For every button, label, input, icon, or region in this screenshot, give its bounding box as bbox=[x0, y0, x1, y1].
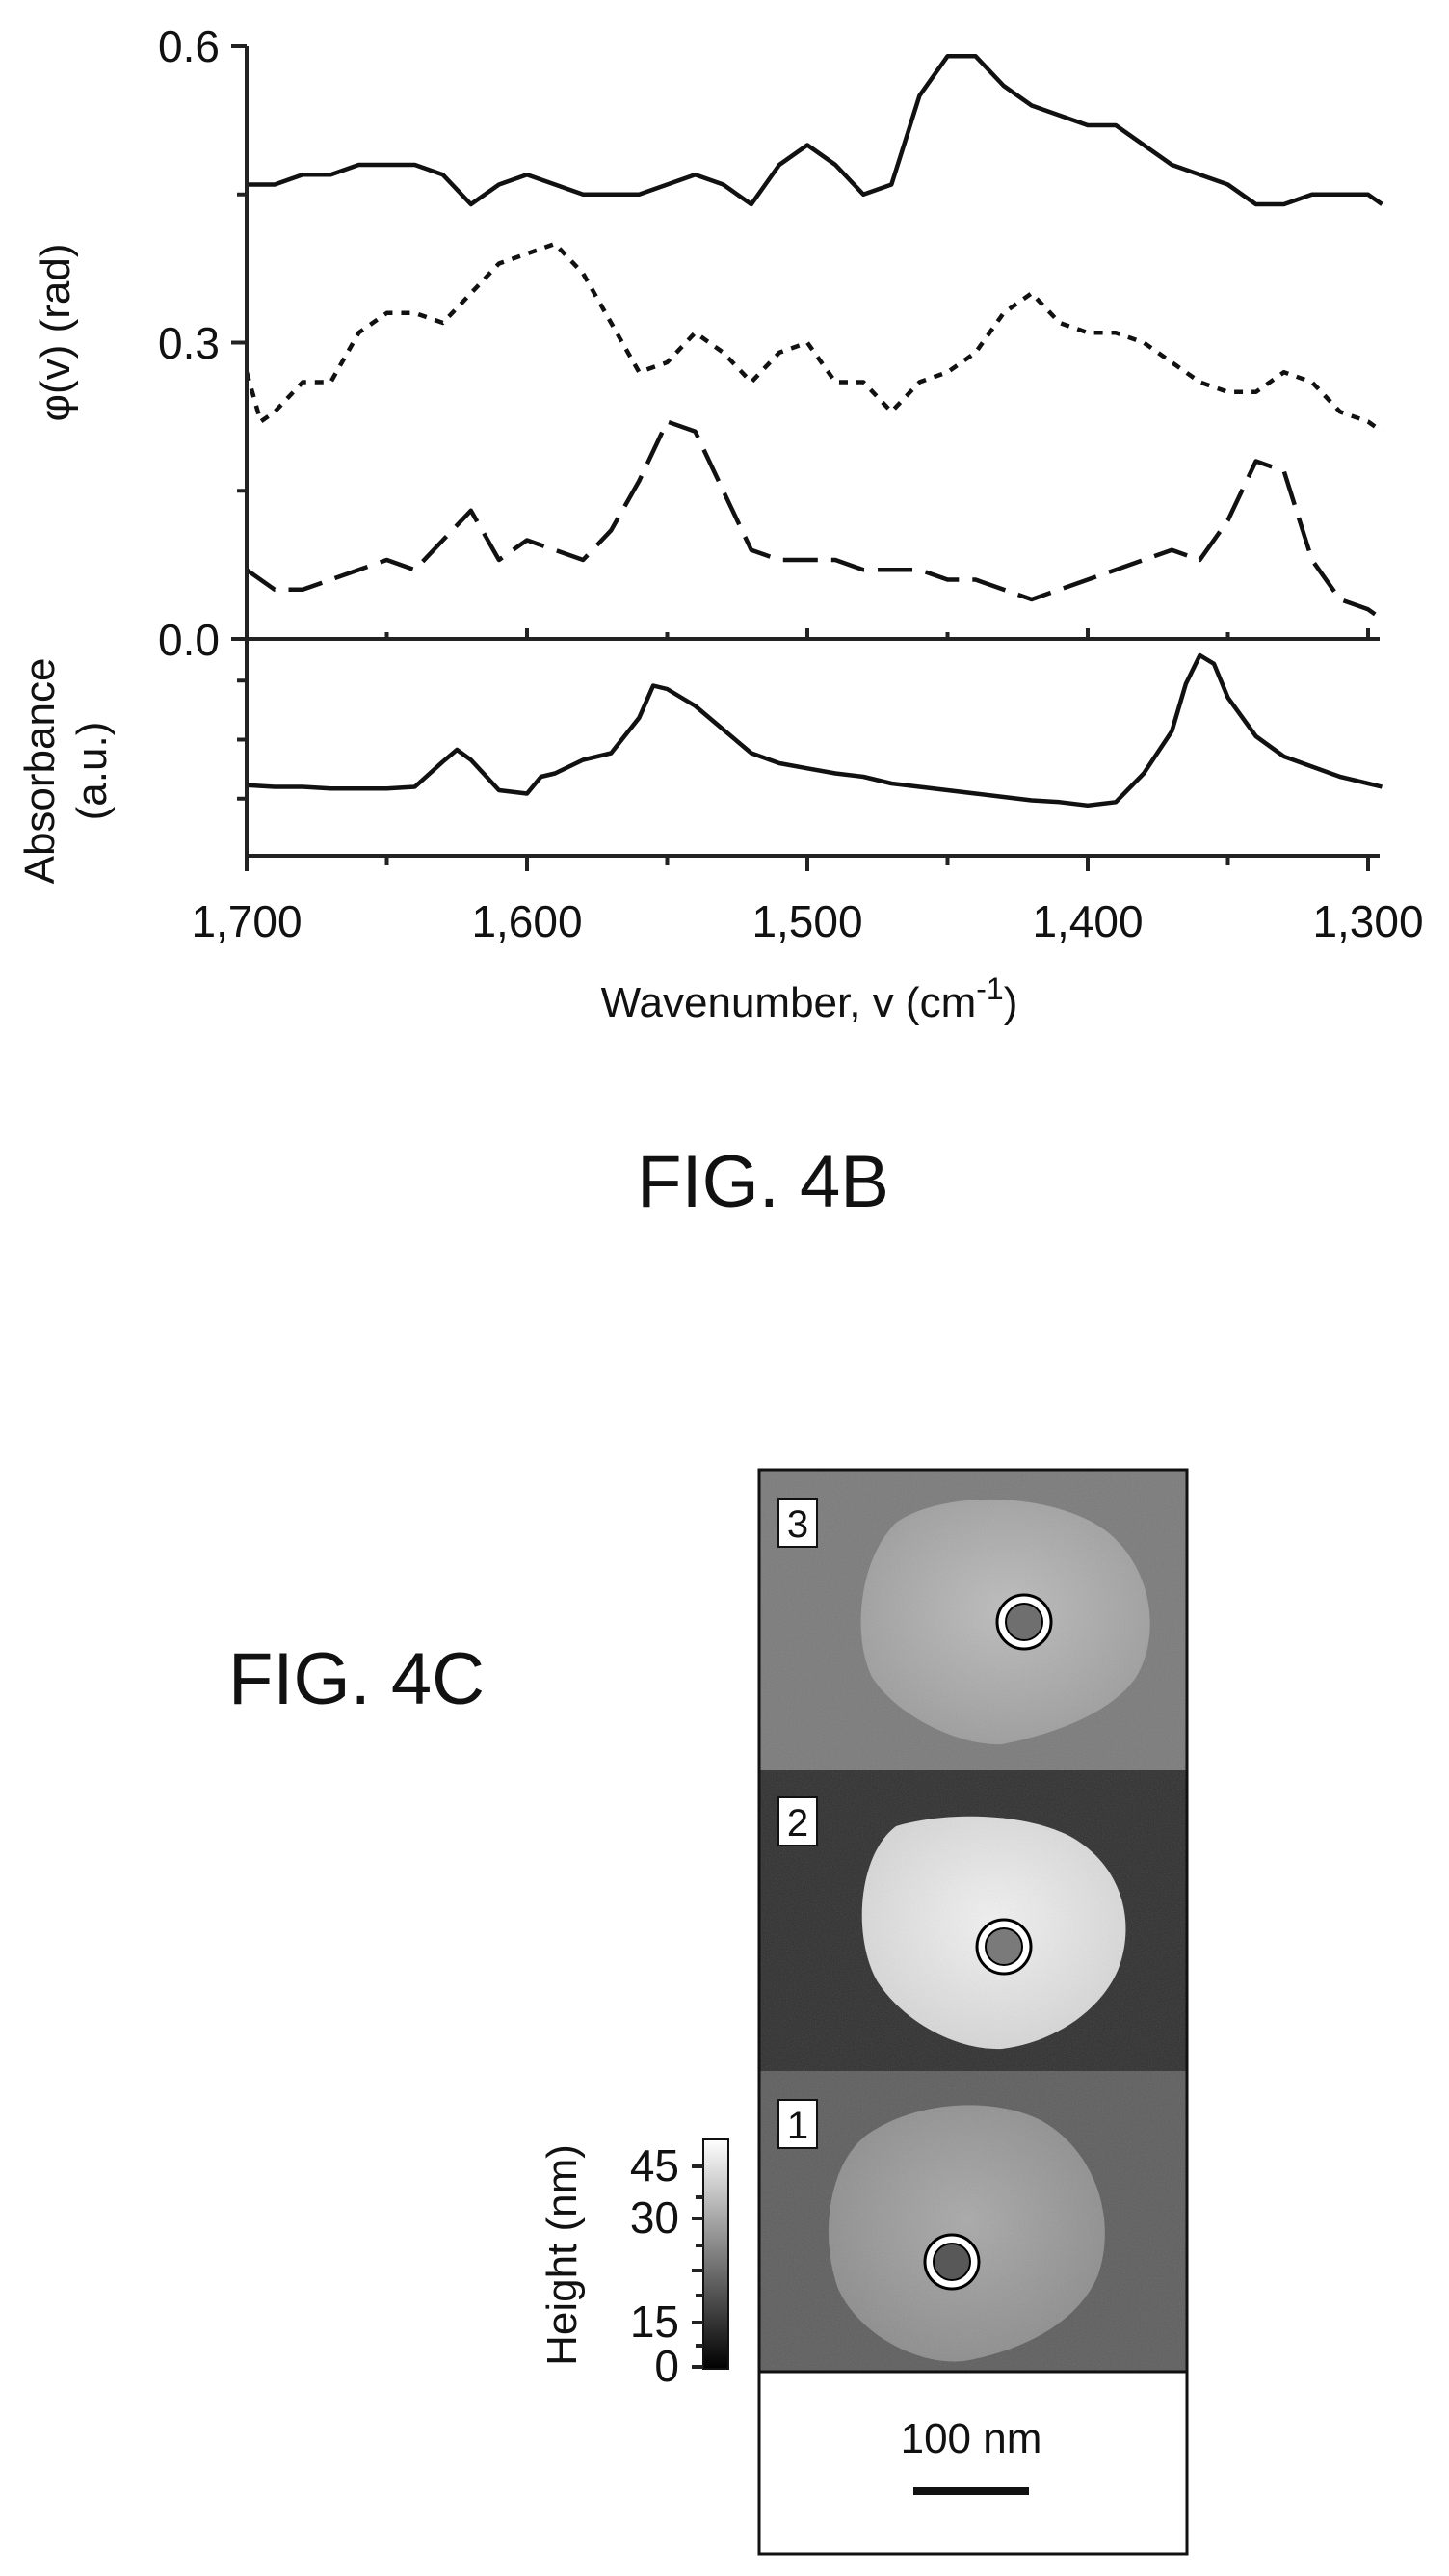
scalebar-label: 100 nm bbox=[901, 2415, 1042, 2462]
phase-series-dotted-line bbox=[244, 241, 1383, 434]
ytick-label-0-6: 0.6 bbox=[158, 21, 220, 71]
panel-label-3: 3 bbox=[787, 1503, 808, 1546]
y-axis-title-phase: φ(v) (rad) bbox=[32, 244, 79, 422]
x-axis-title-main: Wavenumber, v (cm bbox=[601, 979, 977, 1026]
panel-label-box-2 bbox=[777, 1796, 818, 1846]
y-axis-title-absorbance-line1: Absorbance bbox=[16, 658, 64, 885]
phase-spectra-plot bbox=[244, 54, 1383, 622]
colorbar-tick-0: 0 bbox=[654, 2341, 679, 2391]
x-axis-title-superscript: -1 bbox=[976, 971, 1003, 1006]
panel-label-box-1 bbox=[777, 2099, 818, 2149]
x-axis-title: Wavenumber, v (cm-1) bbox=[601, 971, 1018, 1026]
x-axis-title-close: ) bbox=[1004, 979, 1018, 1026]
absorbance-series-solid-line bbox=[246, 652, 1383, 809]
scalebar-panel: 100 nm bbox=[757, 1468, 1189, 2556]
panel-label-box-3 bbox=[777, 1498, 818, 1548]
y-axis-title-absorbance-line2: (a.u.) bbox=[68, 722, 116, 821]
afm-image-panel-2: 2 bbox=[759, 1770, 1187, 2071]
height-colorbar: 45 30 15 0 Height (nm) bbox=[539, 2138, 729, 2391]
colorbar-tick-45: 45 bbox=[630, 2140, 679, 2191]
ytick-label-0-3: 0.3 bbox=[158, 318, 220, 368]
xtick-label-1700: 1,700 bbox=[191, 896, 302, 946]
figure-caption-4c: FIG. 4C bbox=[228, 1638, 485, 1720]
panel-label-1: 1 bbox=[787, 2105, 808, 2147]
panel-label-2: 2 bbox=[787, 1802, 808, 1845]
xtick-label-1400: 1,400 bbox=[1032, 896, 1143, 946]
afm-image-panel-3: 3 bbox=[759, 1470, 1187, 1770]
phase-series-solid-line bbox=[247, 54, 1383, 207]
colorbar-title: Height (nm) bbox=[539, 2144, 586, 2366]
afm-image-panel-1: 1 bbox=[759, 2071, 1187, 2372]
absorbance-plot bbox=[246, 652, 1383, 809]
colorbar-tick-15: 15 bbox=[630, 2297, 679, 2347]
xtick-label-1500: 1,500 bbox=[751, 896, 862, 946]
figure-caption-4b: FIG. 4B bbox=[637, 1141, 889, 1223]
colorbar-tick-30: 30 bbox=[630, 2192, 679, 2243]
phase-series-dashed-line bbox=[245, 419, 1383, 622]
xtick-label-1300: 1,300 bbox=[1312, 896, 1423, 946]
xtick-label-1600: 1,600 bbox=[471, 896, 582, 946]
ytick-label-0-0: 0.0 bbox=[158, 615, 220, 665]
